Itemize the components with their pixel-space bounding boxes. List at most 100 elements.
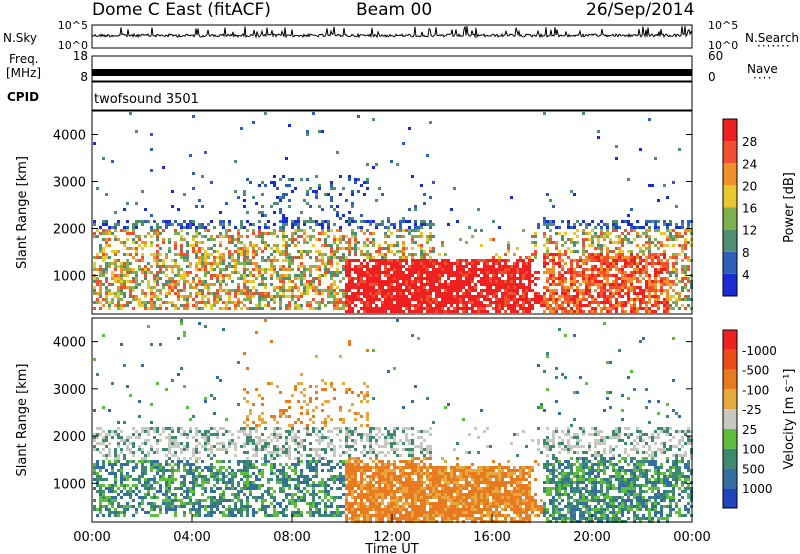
heatmap-cell: [210, 469, 213, 472]
heatmap-cell: [198, 289, 201, 292]
heatmap-cell: [132, 451, 135, 454]
heatmap-cell: [627, 223, 630, 226]
heatmap-cell: [537, 301, 540, 304]
heatmap-cell: [582, 280, 585, 283]
heatmap-cell: [408, 232, 411, 235]
heatmap-cell: [282, 232, 285, 235]
heatmap-cell: [555, 283, 558, 286]
heatmap-cell: [216, 265, 219, 268]
heatmap-cell: [657, 307, 660, 310]
heatmap-cell: [183, 238, 186, 241]
heatmap-cell: [603, 307, 606, 310]
heatmap-cell: [519, 256, 522, 259]
heatmap-cell: [126, 271, 129, 274]
heatmap-cell: [111, 490, 114, 493]
heatmap-cell: [324, 436, 327, 439]
heatmap-cell: [138, 259, 141, 262]
heatmap-cell: [600, 262, 603, 265]
heatmap-cell: [243, 226, 246, 229]
heatmap-cell: [111, 292, 114, 295]
heatmap-cell: [150, 505, 153, 508]
heatmap-cell: [234, 238, 237, 241]
heatmap-cell: [111, 283, 114, 286]
heatmap-cell: [246, 178, 249, 181]
heatmap-cell: [354, 277, 357, 280]
heatmap-cell: [603, 271, 606, 274]
heatmap-cell: [360, 307, 363, 310]
heatmap-cell: [243, 505, 246, 508]
heatmap-cell: [495, 259, 498, 262]
heatmap-cell: [279, 253, 282, 256]
heatmap-cell: [249, 280, 252, 283]
heatmap-cell: [324, 421, 327, 424]
heatmap-cell: [156, 253, 159, 256]
heatmap-cell: [624, 274, 627, 277]
heatmap-cell: [252, 427, 255, 430]
heatmap-cell: [609, 295, 612, 298]
heatmap-cell: [258, 265, 261, 268]
heatmap-cell: [420, 283, 423, 286]
heatmap-cell: [597, 259, 600, 262]
heatmap-cell: [459, 238, 462, 241]
heatmap-cell: [522, 292, 525, 295]
heatmap-cell: [309, 400, 312, 403]
heatmap-cell: [630, 304, 633, 307]
heatmap-cell: [573, 304, 576, 307]
heatmap-cell: [324, 262, 327, 265]
heatmap-cell: [123, 475, 126, 478]
heatmap-cell: [606, 226, 609, 229]
heatmap-cell: [255, 427, 258, 430]
heatmap-cell: [138, 496, 141, 499]
heatmap-cell: [642, 265, 645, 268]
heatmap-cell: [507, 280, 510, 283]
heatmap-cell: [240, 301, 243, 304]
heatmap-cell: [396, 274, 399, 277]
heatmap-cell: [204, 280, 207, 283]
heatmap-cell: [219, 496, 222, 499]
heatmap-cell: [306, 301, 309, 304]
heatmap-cell: [153, 487, 156, 490]
heatmap-cell: [372, 277, 375, 280]
heatmap-cell: [309, 442, 312, 445]
heatmap-cell: [462, 298, 465, 301]
heatmap-cell: [687, 268, 690, 271]
heatmap-cell: [102, 220, 105, 223]
heatmap-cell: [411, 259, 414, 262]
heatmap-cell: [261, 298, 264, 301]
heatmap-cell: [96, 292, 99, 295]
heatmap-cell: [366, 277, 369, 280]
heatmap-cell: [234, 292, 237, 295]
heatmap-cell: [171, 439, 174, 442]
heatmap-cell: [375, 277, 378, 280]
heatmap-cell: [654, 253, 657, 256]
heatmap-cell: [105, 478, 108, 481]
heatmap-cell: [312, 457, 315, 460]
heatmap-cell: [684, 268, 687, 271]
heatmap-cell: [171, 304, 174, 307]
heatmap-cell: [594, 307, 597, 310]
heatmap-cell: [477, 280, 480, 283]
heatmap-cell: [102, 460, 105, 463]
heatmap-cell: [330, 289, 333, 292]
heatmap-cell: [528, 271, 531, 274]
heatmap-cell: [180, 367, 183, 370]
heatmap-cell: [141, 301, 144, 304]
heatmap-cell: [270, 205, 273, 208]
heatmap-cell: [237, 493, 240, 496]
heatmap-cell: [252, 274, 255, 277]
heatmap-cell: [543, 256, 546, 259]
heatmap-cell: [333, 289, 336, 292]
heatmap-cell: [588, 292, 591, 295]
heatmap-cell: [246, 247, 249, 250]
heatmap-cell: [201, 499, 204, 502]
heatmap-cell: [408, 307, 411, 310]
heatmap-cell: [123, 244, 126, 247]
heatmap-cell: [315, 406, 318, 409]
heatmap-cell: [393, 310, 396, 313]
heatmap-cell: [132, 247, 135, 250]
heatmap-cell: [543, 292, 546, 295]
heatmap-cell: [408, 277, 411, 280]
heatmap-cell: [615, 223, 618, 226]
heatmap-cell: [414, 298, 417, 301]
heatmap-cell: [276, 295, 279, 298]
